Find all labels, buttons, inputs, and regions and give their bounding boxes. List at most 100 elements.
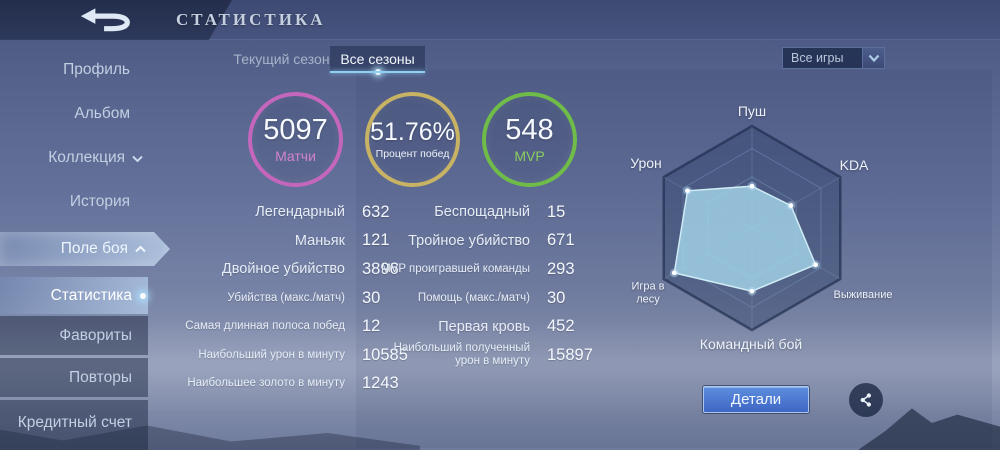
chevron-down-icon	[132, 155, 143, 162]
stat-value: 671	[547, 231, 575, 250]
details-button[interactable]: Детали	[703, 386, 809, 413]
stat-row: Маньяк 121	[185, 227, 408, 256]
stat-row: Тройное убийство 671	[370, 227, 593, 256]
sidebar-item-favorites[interactable]: Фавориты	[0, 316, 148, 355]
sidebar-item-label: Коллекция	[48, 149, 125, 166]
stat-value: 30	[547, 288, 566, 307]
stat-row: Легендарный 632	[185, 198, 408, 227]
sidebar-item-label: Повторы	[69, 368, 132, 386]
game-filter-dropdown[interactable]: Все игры	[782, 47, 885, 69]
top-bar: СТАТИСТИКА	[0, 0, 1000, 40]
matches-label: Матчи	[275, 147, 316, 164]
stat-label: Легендарный	[255, 204, 345, 221]
sidebar-item-credit-score[interactable]: Кредитный счет	[0, 400, 148, 450]
radar-axis-kda: KDA	[839, 157, 869, 173]
sidebar-item-history[interactable]: История	[0, 190, 148, 214]
dropdown-value: Все игры	[791, 51, 844, 65]
stat-row: Беспощадный 15	[370, 198, 593, 227]
stat-value: 30	[362, 288, 381, 307]
chevron-up-icon	[135, 246, 146, 253]
stat-row: Первая кровь 452	[370, 312, 593, 341]
stat-value: 10585	[362, 345, 408, 364]
content-panel	[356, 70, 992, 448]
sidebar-item-label: Альбом	[74, 105, 130, 122]
stat-label: Маньяк	[294, 232, 345, 249]
page-title: СТАТИСТИКА	[176, 10, 326, 29]
winrate-value: 51.76%	[370, 118, 455, 147]
sidebar-item-collection[interactable]: Коллекция	[0, 146, 148, 170]
radar-axis-teamfight: Командный бой	[699, 336, 803, 352]
sidebar-item-replays[interactable]: Повторы	[0, 358, 148, 397]
stat-value: 15897	[547, 345, 593, 364]
share-icon	[860, 393, 871, 407]
stat-row: Наибольший урон в минуту 10585	[185, 341, 408, 370]
share-button[interactable]	[849, 383, 883, 417]
chevron-down-icon	[868, 54, 879, 62]
stat-value: 293	[547, 259, 575, 278]
stat-value: 1243	[362, 374, 399, 393]
stat-label: Убийства (макс./матч)	[227, 291, 345, 304]
top-bar-accent	[0, 0, 232, 40]
sidebar-item-album[interactable]: Альбом	[0, 102, 148, 126]
radar-axis-jungle: Игра в лесу	[631, 280, 665, 305]
radar-axis-survival: Выживание	[833, 289, 893, 301]
tab-current-season[interactable]: Текущий сезон	[233, 46, 330, 71]
stat-value: 452	[547, 317, 575, 336]
stat-label: Наибольший полученный урон в минуту	[393, 342, 530, 368]
stats-column-right: Беспощадный 15 Тройное убийство 671 MVP пр…	[370, 198, 593, 370]
tab-label: Все сезоны	[340, 50, 415, 67]
tab-all-seasons[interactable]: Все сезоны	[330, 46, 425, 75]
dropdown-button[interactable]	[862, 48, 884, 68]
stat-row: Наибольшее золото в минуту 1243	[185, 370, 408, 399]
stat-label: MVP проигравшей команды	[381, 263, 530, 276]
stat-row: MVP проигравшей команды 293	[370, 255, 593, 284]
stat-label: Двойное убийство	[221, 261, 345, 278]
stat-row: Убийства (макс./матч) 30	[185, 284, 408, 313]
winrate-label: Процент побед	[375, 147, 450, 160]
sidebar-item-label: Статистика	[50, 286, 132, 304]
stat-label: Наибольший урон в минуту	[198, 348, 345, 361]
sidebar-item-statistics[interactable]: Статистика	[0, 277, 148, 314]
winrate-circle: 51.76% Процент побед	[365, 92, 460, 187]
stat-value: 632	[362, 202, 390, 221]
stat-label: Помощь (макс./матч)	[417, 291, 530, 304]
stat-value: 121	[362, 231, 390, 250]
stat-row: Двойное убийство 3896	[185, 255, 408, 284]
stat-label: Тройное убийство	[408, 232, 530, 249]
radar-axis-push: Пуш	[737, 103, 767, 119]
stat-value: 12	[362, 317, 381, 336]
radar-axis-damage: Урон	[630, 155, 662, 171]
sidebar-item-battlefield[interactable]: Поле боя	[0, 232, 170, 266]
stat-label: Первая кровь	[438, 318, 530, 335]
stat-label: Наибольшее золото в минуту	[187, 377, 345, 390]
mvp-circle: 548 MVP	[482, 92, 577, 187]
tab-label: Текущий сезон	[233, 50, 330, 67]
sidebar-item-label: Поле боя	[60, 240, 128, 257]
stat-label: Беспощадный	[434, 204, 530, 221]
tab-glow-dot	[374, 69, 381, 75]
stat-row: Наибольший полученный урон в минуту 15897	[370, 341, 593, 370]
sidebar-item-label: История	[69, 193, 130, 210]
stat-value: 15	[547, 202, 566, 221]
summary-cards: 5097 Матчи 51.76% Процент побед 548 MVP	[248, 92, 577, 187]
selection-glow-dot	[140, 292, 146, 299]
matches-circle: 5097 Матчи	[248, 92, 343, 187]
mvp-value: 548	[505, 114, 554, 147]
back-arrow-icon	[80, 8, 130, 32]
stat-label: Самая длинная полоса побед	[185, 320, 345, 333]
details-button-label: Детали	[730, 391, 782, 408]
matches-value: 5097	[263, 114, 328, 147]
mvp-label: MVP	[514, 147, 545, 164]
sidebar-item-label: Кредитный счет	[17, 414, 132, 431]
sidebar-item-profile[interactable]: Профиль	[0, 58, 148, 82]
sidebar-item-label: Фавориты	[59, 326, 132, 344]
sidebar-item-label: Профиль	[63, 61, 130, 78]
back-button[interactable]	[72, 3, 140, 37]
stats-column-left: Легендарный 632 Маньяк 121 Двойное убийств…	[185, 198, 408, 398]
stat-row: Помощь (макс./матч) 30	[370, 284, 593, 313]
stat-value: 3896	[362, 259, 399, 278]
radar-chart: Пуш KDA Выживание Командный бой Игра в л…	[610, 95, 910, 365]
stat-row: Самая длинная полоса побед 12	[185, 312, 408, 341]
radar-chart-svg	[662, 124, 842, 332]
